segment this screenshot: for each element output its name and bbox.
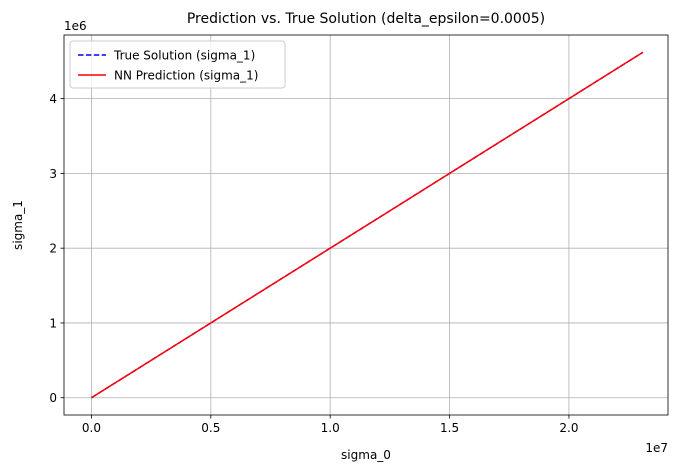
legend-box — [69, 40, 286, 89]
y-tick-label: 0 — [49, 391, 57, 405]
legend: True Solution (sigma_1) NN Prediction (si… — [69, 40, 286, 89]
x-tick-label: 2.0 — [559, 421, 578, 435]
series-lines — [91, 51, 644, 399]
x-axis-offset-label: 1e7 — [645, 441, 668, 455]
y-axis-label: sigma_1 — [11, 200, 25, 250]
x-tick-label: 0.5 — [201, 421, 220, 435]
y-tick-label: 3 — [49, 167, 57, 181]
legend-label-2: NN Prediction (sigma_1) — [114, 69, 258, 83]
plot-area-frame — [63, 34, 669, 416]
y-axis-offset-label: 1e6 — [64, 19, 87, 33]
y-tick-label: 4 — [49, 92, 57, 106]
y-tick-label: 2 — [49, 242, 57, 256]
axis-ticks: 0.0 0.5 1.0 1.5 2.0 0 1 2 3 4 — [49, 92, 578, 435]
y-tick-label: 1 — [49, 316, 57, 330]
chart-title: Prediction vs. True Solution (delta_epsi… — [187, 11, 545, 27]
grid — [64, 35, 668, 415]
x-tick-label: 1.5 — [440, 421, 459, 435]
x-tick-label: 1.0 — [321, 421, 340, 435]
legend-label-1: True Solution (sigma_1) — [113, 49, 255, 63]
x-axis-label: sigma_0 — [341, 448, 391, 462]
x-tick-label: 0.0 — [82, 421, 101, 435]
series-line-2 — [91, 51, 644, 399]
